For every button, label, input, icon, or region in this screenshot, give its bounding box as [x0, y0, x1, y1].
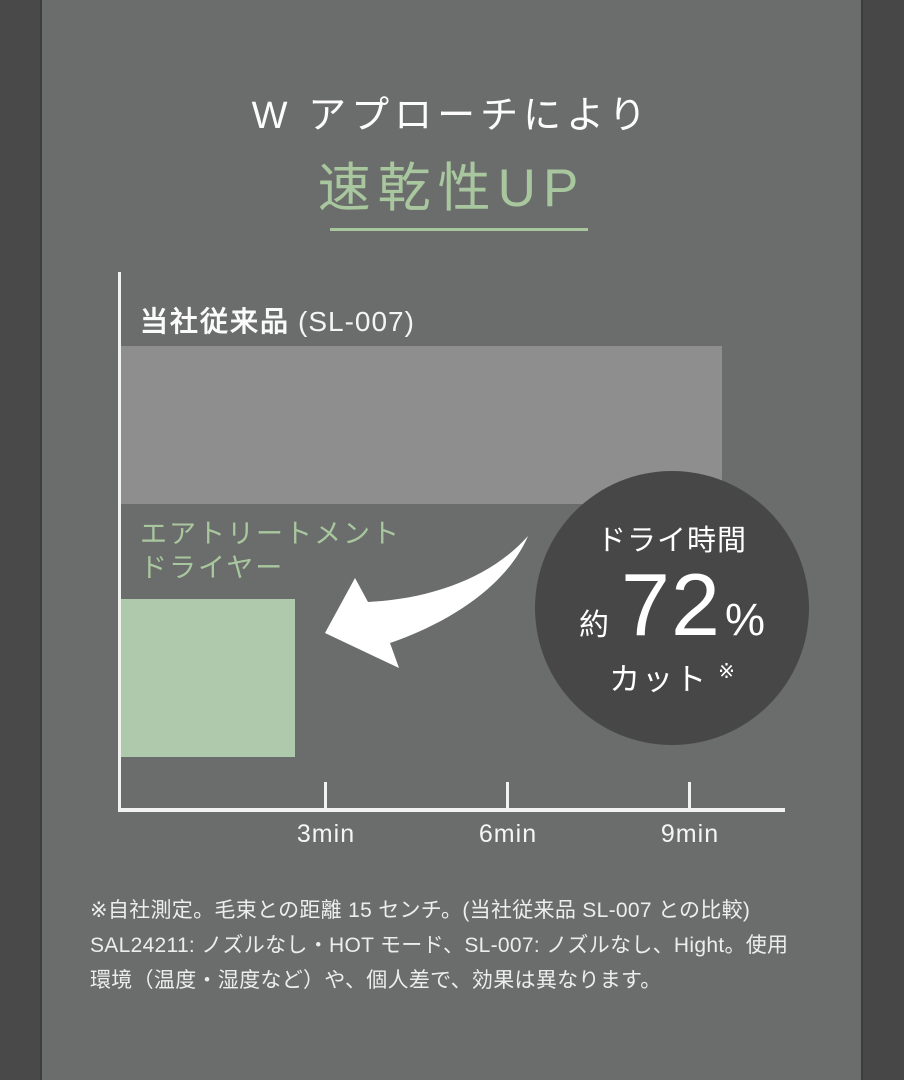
bar-label-air-treatment-line2: ドライヤー [140, 553, 285, 583]
badge-percent-sign: % [724, 594, 765, 646]
x-tick-3min [324, 782, 327, 808]
headline: W アプローチにより [251, 95, 652, 137]
badge-footnote-mark: ※ [718, 660, 735, 683]
y-axis-line [118, 272, 121, 812]
badge-cut-label: カット ※ [609, 654, 735, 699]
x-tick-9min [688, 782, 691, 808]
badge-approx-label: 約 [579, 609, 610, 643]
x-tick-label-9min: 9min [660, 820, 720, 848]
x-tick-6min [506, 782, 509, 808]
percent-cut-badge: ドライ時間 約 72 % カット ※ [535, 471, 809, 745]
headline-accent: 速乾性UP [317, 159, 586, 218]
footnote-line-3: 環境（温度・湿度など）や、個人差で、効果は異なります。 [90, 969, 662, 992]
x-tick-label-6min: 6min [478, 820, 538, 848]
badge-dry-time-label: ドライ時間 [596, 525, 747, 558]
bar-air-treatment-dryer [121, 599, 295, 757]
bar-conventional-product [121, 346, 722, 504]
bar-label-conventional: 当社従来品 (SL-007) [140, 300, 415, 340]
bar-label-conventional-model: (SL-007) [298, 306, 415, 337]
bar-label-conventional-name: 当社従来品 [140, 306, 291, 337]
bar-label-air-treatment: エアトリートメント ドライヤー [140, 517, 401, 585]
footnote-line-2: SAL24211: ノズルなし・HOT モード、SL-007: ノズルなし、Hi… [90, 934, 789, 957]
right-margin-strip [861, 0, 904, 1080]
bar-label-air-treatment-line1: エアトリートメント [140, 519, 401, 549]
left-margin-strip [0, 0, 42, 1080]
badge-value-row: 約 72 % [579, 555, 765, 655]
badge-percent-value: 72 [621, 555, 721, 655]
x-axis-line [118, 808, 785, 812]
x-tick-label-3min: 3min [296, 820, 356, 848]
accent-underline [330, 228, 588, 231]
badge-cut-text: カット [609, 661, 709, 697]
footnote-line-1: ※自社測定。毛束との距離 15 センチ。(当社従来品 SL-007 との比較) [90, 899, 751, 922]
footnote: ※自社測定。毛束との距離 15 センチ。(当社従来品 SL-007 との比較) … [90, 893, 826, 998]
